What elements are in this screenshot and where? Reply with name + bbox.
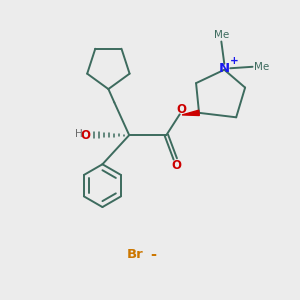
Text: -: - — [150, 247, 156, 262]
Text: O: O — [81, 129, 91, 142]
Text: O: O — [172, 159, 182, 172]
Text: H: H — [75, 129, 83, 139]
Text: Br: Br — [127, 248, 143, 260]
Polygon shape — [182, 110, 200, 116]
Text: Me: Me — [254, 62, 269, 72]
Text: N: N — [219, 62, 230, 75]
Text: O: O — [176, 103, 186, 116]
Text: +: + — [230, 56, 238, 66]
Text: Me: Me — [214, 30, 229, 40]
